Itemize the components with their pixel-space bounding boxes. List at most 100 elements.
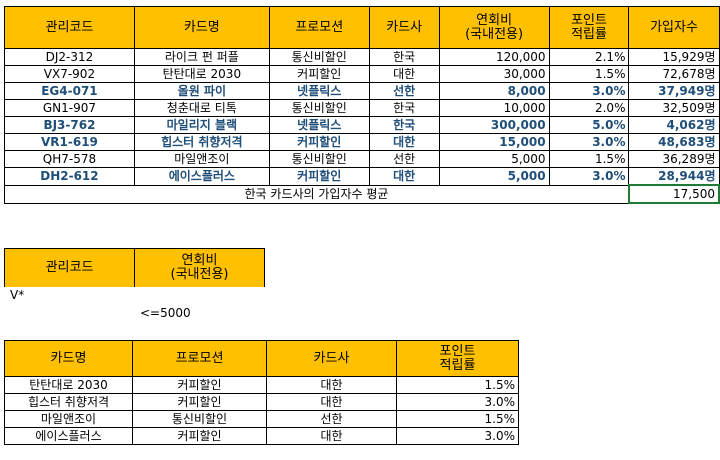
cell-fee[interactable]: 300,000 — [438, 116, 550, 134]
output-table: 카드명 프로모션 카드사 포인트 적립률 탄탄대로 2030 커피할인 대한 1.5%… — [4, 340, 519, 445]
cell-promo[interactable]: 통신비할인 — [268, 99, 370, 117]
cell-issuer[interactable]: 대한 — [368, 65, 440, 83]
cell-promo[interactable]: 넷플릭스 — [268, 116, 370, 134]
cell-issuer[interactable]: 한국 — [368, 116, 440, 134]
table-row: DJ2-312 라이크 펀 퍼플 통신비할인 한국 120,000 2.1% 15,929명 — [4, 48, 720, 66]
output-cell-promo[interactable]: 통신비할인 — [132, 410, 267, 428]
cell-issuer[interactable]: 대한 — [368, 167, 440, 186]
header-members[interactable]: 가입자수 — [628, 6, 720, 49]
cell-promo[interactable]: 통신비할인 — [268, 48, 370, 66]
cell-rate[interactable]: 5.0% — [548, 116, 630, 134]
cell-card[interactable]: 올원 파이 — [133, 82, 270, 100]
cell-fee[interactable]: 15,000 — [438, 133, 550, 151]
cell-members[interactable]: 15,929명 — [628, 48, 720, 66]
cell-card[interactable]: 에이스플러스 — [133, 167, 270, 186]
cell-promo[interactable]: 통신비할인 — [268, 150, 370, 168]
criteria-header-row: 관리코드 연회비 (국내전용) — [4, 248, 265, 287]
output-cell-issuer[interactable]: 대한 — [266, 393, 397, 411]
cell-issuer[interactable]: 한국 — [368, 48, 440, 66]
criteria-value-fee[interactable]: <=5000 — [140, 306, 191, 320]
output-cell-rate[interactable]: 1.5% — [396, 376, 519, 394]
cell-card[interactable]: 청춘대로 티톡 — [133, 99, 270, 117]
output-cell-issuer[interactable]: 대한 — [266, 376, 397, 394]
output-cell-rate[interactable]: 1.5% — [396, 410, 519, 428]
header-code[interactable]: 관리코드 — [4, 6, 135, 49]
cell-promo[interactable]: 커피할인 — [268, 65, 370, 83]
cell-fee[interactable]: 8,000 — [438, 82, 550, 100]
cell-fee[interactable]: 30,000 — [438, 65, 550, 83]
criteria-header-code[interactable]: 관리코드 — [4, 248, 135, 287]
criteria-header-fee[interactable]: 연회비 (국내전용) — [134, 248, 265, 287]
cell-rate[interactable]: 2.0% — [548, 99, 630, 117]
table-row: 마일앤조이 통신비할인 선한 1.5% — [4, 410, 519, 428]
table-row: 힙스터 취향저격 커피할인 대한 3.0% — [4, 393, 519, 411]
cell-promo[interactable]: 넷플릭스 — [268, 82, 370, 100]
cell-issuer[interactable]: 선한 — [368, 150, 440, 168]
cell-members[interactable]: 32,509명 — [628, 99, 720, 117]
cell-card[interactable]: 힙스터 취향저격 — [133, 133, 270, 151]
cell-fee[interactable]: 10,000 — [438, 99, 550, 117]
cell-code[interactable]: EG4-071 — [4, 82, 135, 100]
output-cell-card[interactable]: 탄탄대로 2030 — [4, 376, 133, 394]
output-header-point-rate[interactable]: 포인트 적립률 — [396, 340, 519, 377]
cell-fee[interactable]: 5,000 — [438, 150, 550, 168]
cell-issuer[interactable]: 선한 — [368, 82, 440, 100]
cell-rate[interactable]: 1.5% — [548, 150, 630, 168]
cell-card[interactable]: 탄탄대로 2030 — [133, 65, 270, 83]
cell-fee[interactable]: 5,000 — [438, 167, 550, 186]
output-cell-promo[interactable]: 커피할인 — [132, 393, 267, 411]
cell-rate[interactable]: 3.0% — [548, 167, 630, 186]
cell-members[interactable]: 36,289명 — [628, 150, 720, 168]
cell-code[interactable]: DH2-612 — [4, 167, 135, 186]
table-row: VX7-902 탄탄대로 2030 커피할인 대한 30,000 1.5% 72,678명 — [4, 65, 720, 83]
cell-card[interactable]: 마일리지 블랙 — [133, 116, 270, 134]
table-row: EG4-071 올원 파이 넷플릭스 선한 8,000 3.0% 37,949명 — [4, 82, 720, 100]
cell-members[interactable]: 4,062명 — [628, 116, 720, 134]
header-card-name[interactable]: 카드명 — [133, 6, 270, 49]
cell-issuer[interactable]: 한국 — [368, 99, 440, 117]
table-row: DH2-612 에이스플러스 커피할인 대한 5,000 3.0% 28,944명 — [4, 167, 720, 186]
cell-card[interactable]: 라이크 펀 퍼플 — [133, 48, 270, 66]
cell-code[interactable]: DJ2-312 — [4, 48, 135, 66]
cell-rate[interactable]: 3.0% — [548, 133, 630, 151]
output-cell-promo[interactable]: 커피할인 — [132, 376, 267, 394]
output-cell-rate[interactable]: 3.0% — [396, 393, 519, 411]
cell-code[interactable]: QH7-578 — [4, 150, 135, 168]
output-header-card-name[interactable]: 카드명 — [4, 340, 133, 377]
cell-members[interactable]: 72,678명 — [628, 65, 720, 83]
cell-code[interactable]: VX7-902 — [4, 65, 135, 83]
table-row: BJ3-762 마일리지 블랙 넷플릭스 한국 300,000 5.0% 4,062명 — [4, 116, 720, 134]
cell-members[interactable]: 28,944명 — [628, 167, 720, 186]
output-cell-card[interactable]: 힙스터 취향저격 — [4, 393, 133, 411]
cell-issuer[interactable]: 대한 — [368, 133, 440, 151]
cell-members[interactable]: 37,949명 — [628, 82, 720, 100]
cell-fee[interactable]: 120,000 — [438, 48, 550, 66]
cell-rate[interactable]: 3.0% — [548, 82, 630, 100]
cell-rate[interactable]: 1.5% — [548, 65, 630, 83]
output-cell-issuer[interactable]: 선한 — [266, 410, 397, 428]
header-issuer[interactable]: 카드사 — [368, 6, 440, 49]
output-cell-promo[interactable]: 커피할인 — [132, 427, 267, 445]
output-header-issuer[interactable]: 카드사 — [266, 340, 397, 377]
header-annual-fee[interactable]: 연회비 (국내전용) — [438, 6, 550, 49]
cell-rate[interactable]: 2.1% — [548, 48, 630, 66]
output-cell-issuer[interactable]: 대한 — [266, 427, 397, 445]
cell-promo[interactable]: 커피할인 — [268, 133, 370, 151]
criteria-value-code[interactable]: V* — [10, 288, 25, 302]
header-promotion[interactable]: 프로모션 — [268, 6, 370, 49]
cell-card[interactable]: 마일앤조이 — [133, 150, 270, 168]
criteria-table: 관리코드 연회비 (국내전용) — [4, 248, 265, 287]
cell-code[interactable]: GN1-907 — [4, 99, 135, 117]
cell-code[interactable]: BJ3-762 — [4, 116, 135, 134]
output-cell-rate[interactable]: 3.0% — [396, 427, 519, 445]
output-cell-card[interactable]: 에이스플러스 — [4, 427, 133, 445]
summary-value[interactable]: 17,500 — [627, 184, 720, 204]
output-cell-card[interactable]: 마일앤조이 — [4, 410, 133, 428]
summary-label[interactable]: 한국 카드사의 가입자수 평균 — [3, 184, 630, 204]
cell-code[interactable]: VR1-619 — [4, 133, 135, 151]
header-point-rate[interactable]: 포인트 적립률 — [548, 6, 630, 49]
cell-members[interactable]: 48,683명 — [628, 133, 720, 151]
cell-promo[interactable]: 커피할인 — [268, 167, 370, 186]
output-header-promotion[interactable]: 프로모션 — [132, 340, 267, 377]
main-header-row: 관리코드 카드명 프로모션 카드사 연회비 (국내전용) 포인트 적립률 가입자… — [4, 6, 720, 49]
